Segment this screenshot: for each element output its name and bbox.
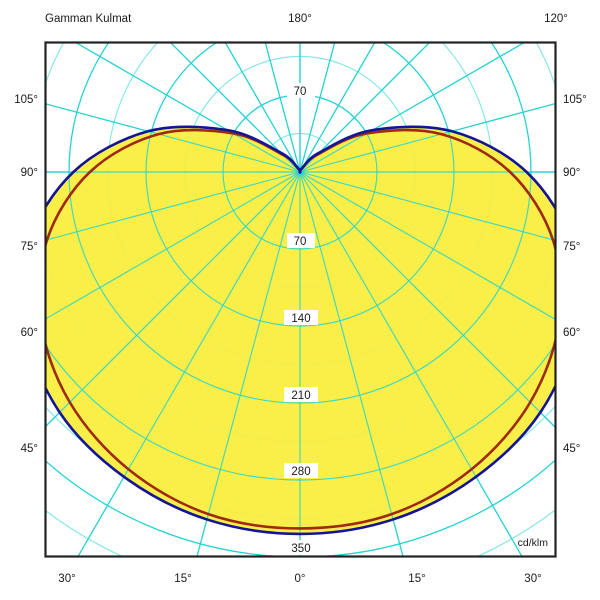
grid-spoke-over-210 [224, 43, 301, 173]
angle-label-bottom-15-left: 15° [174, 573, 191, 585]
angle-label-right-60: 60° [563, 327, 580, 339]
angle-label-left-60: 60° [21, 327, 38, 339]
radial-tick-top-70: 70 [294, 86, 307, 98]
grid-spoke-over-60 [299, 171, 555, 320]
grid-spoke-over-120 [299, 43, 525, 173]
grid-spoke-over-135 [299, 43, 430, 173]
grid-spoke-over-30 [299, 171, 523, 556]
intensity-curves [46, 125, 555, 536]
angle-label-bottom-0: 0° [295, 573, 306, 585]
angle-label-bottom-15-right: 15° [408, 573, 425, 585]
intensity-curve-C90-C270 [46, 125, 555, 536]
grid-spoke-over-300 [46, 171, 301, 320]
grid-spoke-over-15 [299, 171, 404, 556]
angle-label-right-105: 105° [563, 94, 587, 106]
angle-label-left-90: 90° [21, 167, 38, 179]
angle-label-left-45: 45° [21, 443, 38, 455]
angle-label-bottom-30-left: 30° [58, 573, 75, 585]
radial-tick-140: 140 [291, 313, 310, 325]
angle-label-left-75: 75° [21, 241, 38, 253]
grid-spoke-over-255 [46, 103, 301, 173]
grid-spoke-over-330 [77, 171, 301, 556]
chart-title: Gamman Kulmat [45, 13, 132, 25]
angle-label-top-center: 180° [288, 13, 312, 25]
angle-label-right-75: 75° [563, 241, 580, 253]
radial-tick-280: 280 [291, 466, 310, 478]
grid-spoke-over-165 [299, 43, 336, 173]
unit-label: cd/klm [518, 537, 549, 549]
plot-frame [44, 41, 557, 558]
grid-spoke-over-240 [75, 43, 301, 173]
angle-label-right-45: 45° [563, 443, 580, 455]
grid-spoke-over-150 [299, 43, 376, 173]
angle-label-right-90: 90° [563, 167, 580, 179]
grid-spoke-over-225 [170, 43, 301, 173]
radial-tick-labels: 70 70 140 210 280 350 [284, 83, 318, 555]
radial-tick-350: 350 [291, 543, 310, 555]
angle-label-top-right: 120° [544, 13, 568, 25]
grid-spoke-over-45 [299, 171, 555, 428]
radial-tick-210: 210 [291, 390, 310, 402]
grid-spoke-over-75 [299, 171, 555, 241]
radial-tick-70: 70 [294, 236, 307, 248]
angle-label-bottom-30-right: 30° [524, 573, 541, 585]
grid-spoke-over-345 [196, 171, 301, 556]
grid-spoke-over-195 [264, 43, 301, 173]
angle-label-left-105: 105° [14, 94, 38, 106]
grid-spoke-over-315 [46, 171, 301, 427]
grid-spoke-over-285 [46, 171, 301, 241]
grid-spoke-over-105 [299, 103, 555, 173]
